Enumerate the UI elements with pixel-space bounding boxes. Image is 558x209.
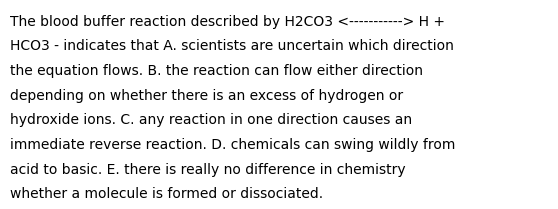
- Text: acid to basic. E. there is really no difference in chemistry: acid to basic. E. there is really no dif…: [10, 163, 406, 177]
- Text: whether a molecule is formed or dissociated.: whether a molecule is formed or dissocia…: [10, 187, 323, 201]
- Text: The blood buffer reaction described by H2CO3 <-----------> H +: The blood buffer reaction described by H…: [10, 15, 445, 29]
- Text: the equation flows. B. the reaction can flow either direction: the equation flows. B. the reaction can …: [10, 64, 423, 78]
- Text: hydroxide ions. C. any reaction in one direction causes an: hydroxide ions. C. any reaction in one d…: [10, 113, 412, 127]
- Text: immediate reverse reaction. D. chemicals can swing wildly from: immediate reverse reaction. D. chemicals…: [10, 138, 455, 152]
- Text: depending on whether there is an excess of hydrogen or: depending on whether there is an excess …: [10, 89, 403, 103]
- Text: HCO3 - indicates that A. scientists are uncertain which direction: HCO3 - indicates that A. scientists are …: [10, 39, 454, 53]
